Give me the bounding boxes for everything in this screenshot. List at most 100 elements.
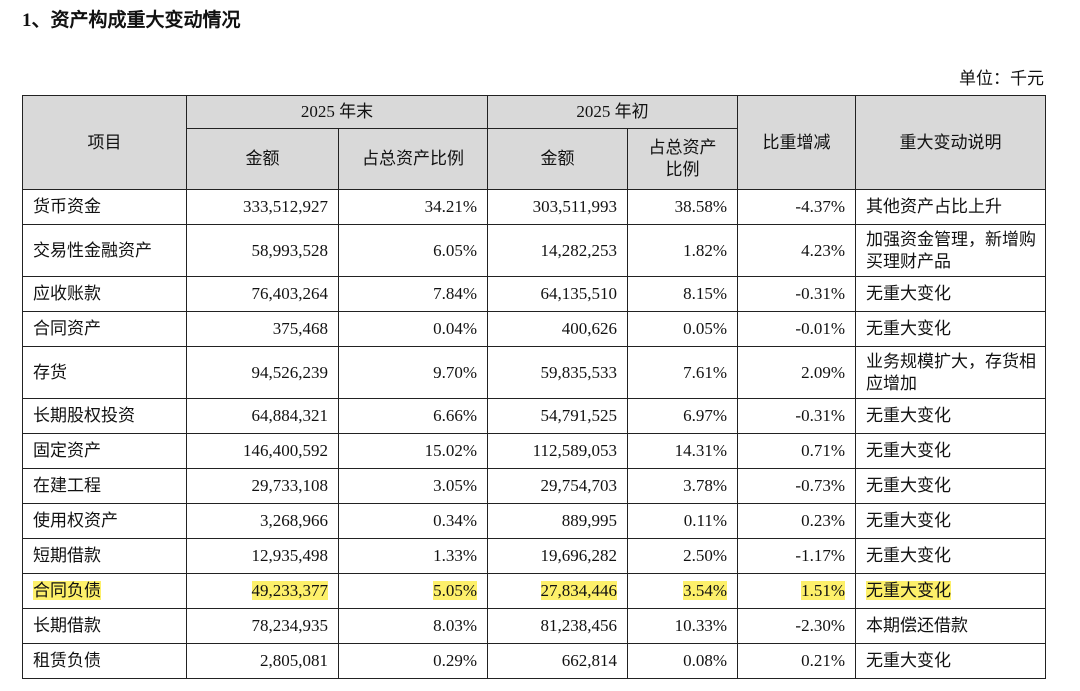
table-row: 货币资金 333,512,927 34.21% 303,511,993 38.58% -4…: [22, 189, 1046, 225]
cell-text: 3.78%: [683, 476, 727, 495]
header-cell: 占总资产比例: [627, 128, 738, 190]
table-cell: 7.84%: [338, 276, 488, 312]
table-cell: 货币资金: [22, 189, 187, 225]
cell-text: 146,400,592: [243, 441, 328, 460]
table-cell: 64,884,321: [186, 398, 339, 434]
cell-text: 6.97%: [683, 406, 727, 425]
cell-text: 0.21%: [801, 651, 845, 670]
cell-text: 0.34%: [433, 511, 477, 530]
table-cell: 1.82%: [627, 224, 738, 277]
table-cell: 400,626: [487, 311, 628, 347]
table-cell: -0.31%: [737, 398, 856, 434]
cell-text: 0.08%: [683, 651, 727, 670]
asset-table: 项目 2025 年末 2025 年初 比重增减 重大变动说明 金额 占总资产比例…: [22, 95, 1046, 679]
table-cell: -2.30%: [737, 608, 856, 644]
cell-text: 34.21%: [424, 197, 477, 216]
cell-text: -1.17%: [795, 546, 845, 565]
cell-text: 4.23%: [801, 240, 845, 260]
cell-text: 6.66%: [433, 406, 477, 425]
cell-text: 1.33%: [433, 546, 477, 565]
table-cell: 本期偿还借款: [855, 608, 1046, 644]
table-row: 在建工程 29,733,108 3.05% 29,754,703 3.78% -0.73%…: [22, 468, 1046, 504]
cell-text: -0.73%: [795, 476, 845, 495]
table-cell: 3.05%: [338, 468, 488, 504]
cell-text: 无重大变化: [866, 284, 951, 303]
table-cell: 64,135,510: [487, 276, 628, 312]
cell-text: 8.03%: [433, 616, 477, 635]
cell-text: 64,884,321: [251, 406, 329, 425]
cell-text: 14.31%: [674, 441, 727, 460]
table-cell: 业务规模扩大，存货相应增加: [855, 346, 1046, 399]
cell-text: 303,511,993: [532, 197, 617, 216]
cell-text: 5.05%: [433, 581, 477, 600]
table-cell: 12,935,498: [186, 538, 339, 574]
table-cell: 无重大变化: [855, 573, 1046, 609]
header-text: 占总资产比例: [648, 138, 717, 179]
cell-text: 0.11%: [683, 511, 727, 530]
cell-text: 无重大变化: [866, 581, 951, 600]
table-cell: 6.05%: [338, 224, 488, 277]
cell-text: -0.01%: [795, 319, 845, 338]
table-cell: 58,993,528: [186, 224, 339, 277]
table-body: 货币资金 333,512,927 34.21% 303,511,993 38.58% -4…: [22, 189, 1046, 679]
table-cell: 54,791,525: [487, 398, 628, 434]
table-cell: 34.21%: [338, 189, 488, 225]
cell-text: 3.54%: [683, 581, 727, 600]
cell-text: 在建工程: [33, 476, 101, 495]
table-cell: 10.33%: [627, 608, 738, 644]
table-cell: 49,233,377: [186, 573, 339, 609]
table-cell: 长期借款: [22, 608, 187, 644]
cell-text: 2,805,081: [260, 651, 328, 670]
table-cell: -0.73%: [737, 468, 856, 504]
header-cell: 2025 年初: [487, 95, 738, 129]
table-cell: 无重大变化: [855, 276, 1046, 312]
table-cell: 59,835,533: [487, 346, 628, 399]
table-cell: -0.31%: [737, 276, 856, 312]
cell-text: 租赁负债: [33, 651, 101, 670]
table-row: 长期股权投资 64,884,321 6.66% 54,791,525 6.97% -0.3…: [22, 398, 1046, 434]
table-cell: 0.34%: [338, 503, 488, 539]
table-cell: 0.08%: [627, 643, 738, 679]
table-cell: 0.71%: [737, 433, 856, 469]
table-cell: 303,511,993: [487, 189, 628, 225]
table-cell: 无重大变化: [855, 643, 1046, 679]
cell-text: 29,733,108: [251, 476, 329, 495]
table-cell: 29,733,108: [186, 468, 339, 504]
table-cell: -1.17%: [737, 538, 856, 574]
table-cell: 无重大变化: [855, 398, 1046, 434]
table-cell: 112,589,053: [487, 433, 628, 469]
cell-text: 加强资金管理，新增购买理财产品: [866, 229, 1036, 271]
cell-text: 长期股权投资: [33, 406, 135, 425]
table-cell: 2,805,081: [186, 643, 339, 679]
cell-text: 29,754,703: [540, 476, 618, 495]
cell-text: 9.70%: [433, 362, 477, 382]
table-cell: 8.03%: [338, 608, 488, 644]
cell-text: 使用权资产: [33, 511, 118, 530]
table-cell: 38.58%: [627, 189, 738, 225]
cell-text: 6.05%: [433, 240, 477, 260]
table-cell: 375,468: [186, 311, 339, 347]
table-cell: 合同资产: [22, 311, 187, 347]
cell-text: 存货: [33, 362, 67, 382]
table-cell: 81,238,456: [487, 608, 628, 644]
table-cell: 加强资金管理，新增购买理财产品: [855, 224, 1046, 277]
cell-text: 无重大变化: [866, 511, 951, 530]
cell-text: 400,626: [561, 319, 617, 338]
table-cell: 无重大变化: [855, 538, 1046, 574]
table-cell: 19,696,282: [487, 538, 628, 574]
table-cell: 在建工程: [22, 468, 187, 504]
cell-text: 无重大变化: [866, 651, 951, 670]
cell-text: 38.58%: [674, 197, 727, 216]
table-cell: 0.21%: [737, 643, 856, 679]
table-cell: 7.61%: [627, 346, 738, 399]
table-cell: 0.04%: [338, 311, 488, 347]
cell-text: 58,993,528: [251, 240, 329, 260]
header-cell: 项目: [22, 95, 187, 190]
cell-text: 78,234,935: [251, 616, 329, 635]
table-cell: 短期借款: [22, 538, 187, 574]
table-cell: 1.33%: [338, 538, 488, 574]
cell-text: 合同资产: [33, 319, 101, 338]
cell-text: 1.51%: [801, 581, 845, 600]
cell-text: 3,268,966: [260, 511, 328, 530]
cell-text: 3.05%: [433, 476, 477, 495]
